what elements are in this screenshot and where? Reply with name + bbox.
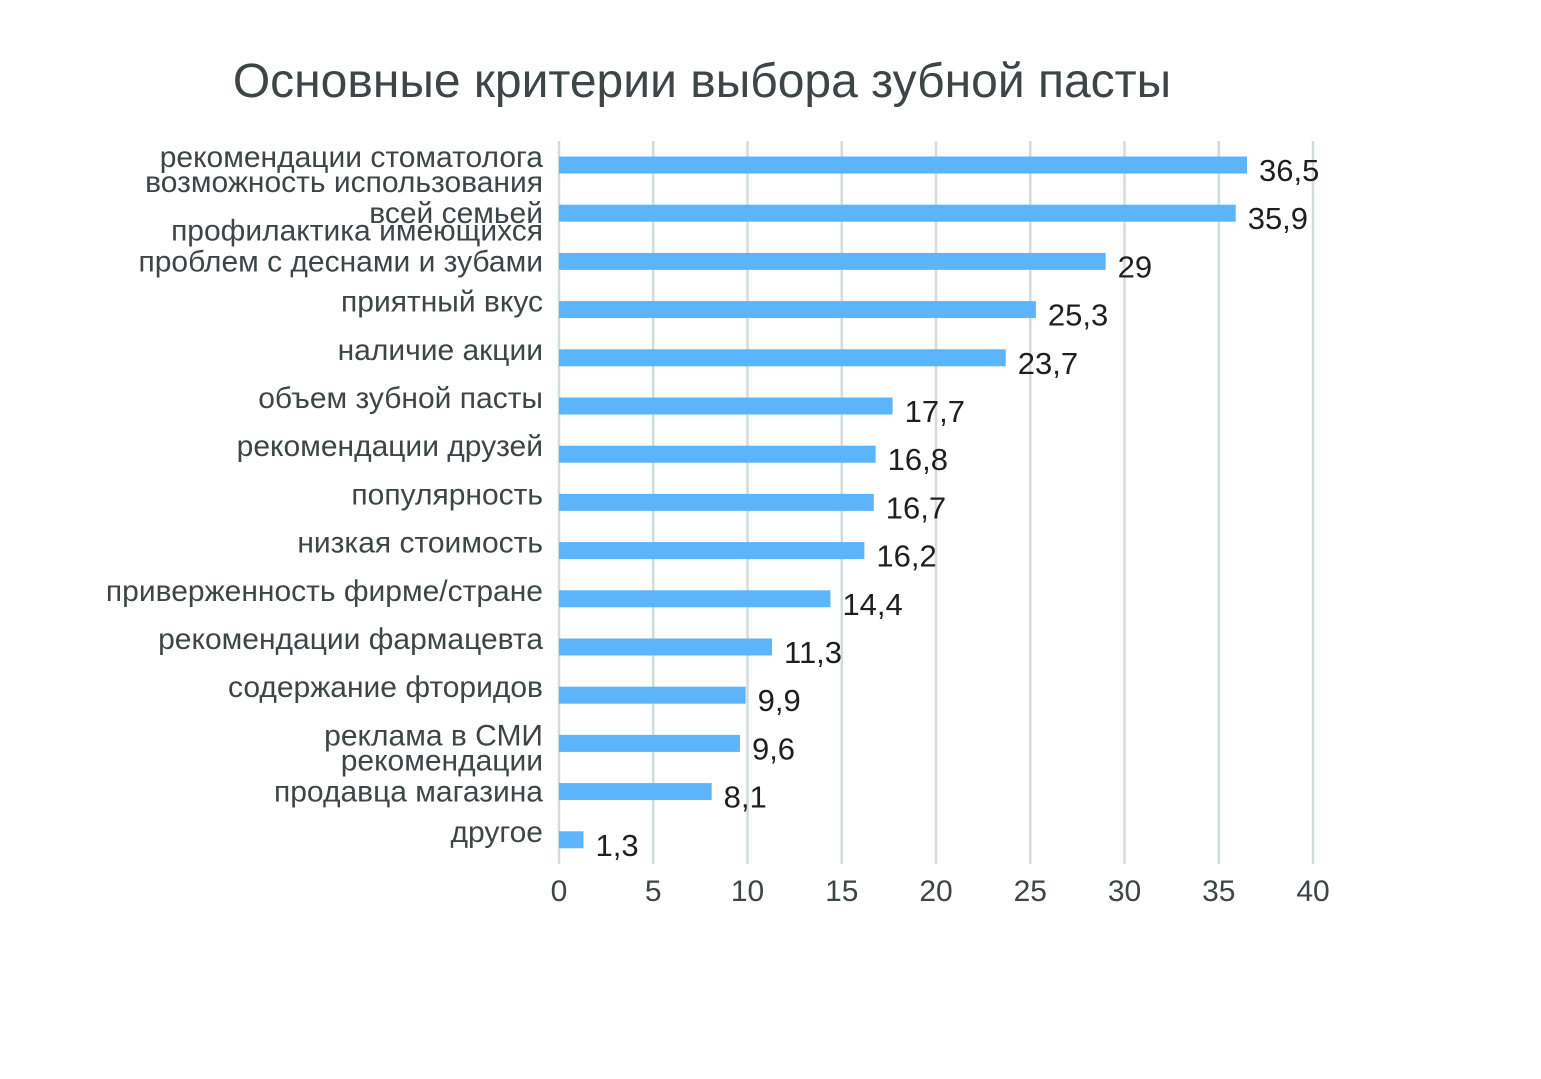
bar-6 — [559, 445, 876, 463]
bar-9 — [559, 590, 831, 608]
data-label-5: 17,7 — [905, 394, 965, 429]
bars — [559, 156, 1248, 849]
data-label-8: 16,2 — [876, 539, 936, 574]
category-label-2-line-0: профилактика имеющихся — [171, 214, 543, 247]
tick-label-40: 40 — [1296, 875, 1329, 908]
data-label-4: 23,7 — [1018, 346, 1078, 381]
bar-14 — [559, 831, 584, 849]
data-label-6: 16,8 — [888, 442, 948, 477]
data-labels: 36,5 35,9 29 25,3 23,7 17,7 16,8 16,7 16,2 14,411… — [596, 153, 1320, 863]
data-label-7: 16,7 — [886, 490, 946, 525]
category-label-4: наличие акции — [338, 334, 543, 367]
bar-3 — [559, 301, 1036, 319]
category-label-3: приятный вкус — [341, 286, 543, 319]
bar-2 — [559, 252, 1106, 270]
bar-12 — [559, 734, 740, 752]
tick-label-25: 25 — [1014, 875, 1047, 908]
bar-8 — [559, 542, 865, 560]
data-label-1: 35,9 — [1248, 201, 1308, 236]
category-label-13-line-1: продавца магазина — [274, 776, 543, 809]
category-label-1-line-0: возможность использования — [145, 166, 543, 199]
bar-5 — [559, 397, 893, 415]
category-label-0: рекомендации стоматолога — [160, 141, 544, 174]
category-label-11: содержание фторидов — [228, 671, 543, 704]
category-label-13-line-0: рекомендации — [341, 745, 543, 778]
category-label-14: другое — [450, 816, 543, 849]
category-label-7: популярность — [351, 478, 543, 511]
category-label-2-line-1: проблем с деснами и зубами — [138, 245, 543, 278]
category-label-1-line-1: всей семьей — [369, 197, 543, 230]
data-label-2: 29 — [1118, 249, 1152, 284]
bar-11 — [559, 686, 746, 704]
tick-label-35: 35 — [1202, 875, 1235, 908]
data-label-9: 14,4 — [842, 587, 902, 622]
category-label-12: реклама в СМИ — [324, 719, 543, 752]
data-label-10: 11,3 — [784, 635, 842, 670]
data-label-3: 25,3 — [1048, 298, 1108, 333]
bar-0 — [559, 156, 1248, 174]
category-label-5: объем зубной пасты — [258, 382, 543, 415]
tick-label-5: 5 — [645, 875, 662, 908]
data-label-0: 36,5 — [1259, 153, 1319, 188]
tick-label-20: 20 — [919, 875, 952, 908]
chart-title: Основные критерии выбора зубной пасты — [233, 55, 1171, 108]
bar-4 — [559, 349, 1006, 367]
category-label-6: рекомендации друзей — [237, 430, 543, 463]
data-label-14: 1,3 — [596, 828, 639, 863]
category-label-9: приверженность фирме/стране — [106, 575, 543, 608]
tick-label-30: 30 — [1108, 875, 1141, 908]
data-label-12: 9,6 — [752, 731, 795, 766]
bar-10 — [559, 638, 773, 656]
category-label-8: низкая стоимость — [297, 527, 543, 560]
x-axis-ticks: 0 5 10 15 20 25 30 35 40 — [551, 875, 1330, 908]
tick-label-0: 0 — [551, 875, 568, 908]
bar-7 — [559, 493, 874, 511]
bar-1 — [559, 204, 1236, 222]
tick-label-15: 15 — [825, 875, 858, 908]
data-label-11: 9,9 — [758, 683, 801, 718]
bar-13 — [559, 783, 712, 801]
data-label-13: 8,1 — [724, 780, 767, 815]
category-label-10: рекомендации фармацевта — [158, 623, 543, 656]
tick-label-10: 10 — [731, 875, 764, 908]
